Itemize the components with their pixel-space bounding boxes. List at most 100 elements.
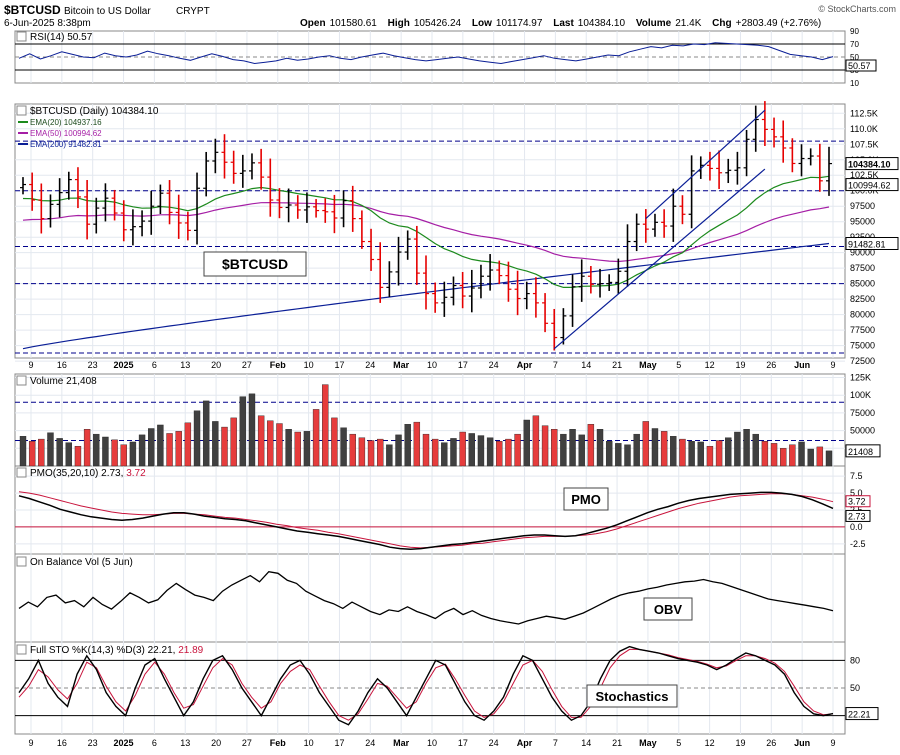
x-tick-label: 24 xyxy=(489,360,499,370)
x-tick-label: 27 xyxy=(242,738,252,748)
obv-line xyxy=(18,570,834,625)
price-bar xyxy=(377,242,384,303)
volume-bar xyxy=(551,429,558,467)
pmo-signal-box xyxy=(845,495,871,508)
x-tick-label: 24 xyxy=(365,360,375,370)
price-bar xyxy=(194,172,201,245)
rsi-last-box xyxy=(845,59,877,72)
x-tick-label: 5 xyxy=(676,738,681,748)
price-bar xyxy=(459,271,466,309)
volume-bar xyxy=(615,443,622,467)
price-tick-label: 80000 xyxy=(850,310,875,320)
volume-bar xyxy=(642,421,650,467)
price-bar xyxy=(349,185,356,232)
price-tick-label: 85000 xyxy=(850,279,875,289)
pmo-label-box: PMO xyxy=(563,487,609,511)
price-bar xyxy=(826,146,832,196)
volume-bar xyxy=(569,429,576,467)
rsi-line xyxy=(18,42,834,65)
stoch-d-line xyxy=(18,648,834,721)
stoch-k-line xyxy=(18,645,834,726)
price-bar xyxy=(184,211,191,241)
price-tick-label: 107.5K xyxy=(850,139,879,149)
x-tick-label: Mar xyxy=(393,360,410,370)
svg-text:EMA(20) 104937.16: EMA(20) 104937.16 xyxy=(30,118,102,127)
price-bar xyxy=(303,192,310,223)
volume-bar xyxy=(120,444,127,467)
volume-bar xyxy=(138,434,146,467)
x-tick-label: 23 xyxy=(88,360,98,370)
x-tick-label: Feb xyxy=(270,738,287,748)
chart-date: 6-Jun-2025 8:38pm xyxy=(4,18,91,29)
x-tick-label: Mar xyxy=(393,738,410,748)
copyright: © StockCharts.com xyxy=(818,4,896,14)
volume-bar xyxy=(505,438,512,467)
x-tick-label: 2025 xyxy=(114,738,134,748)
pmo-tick-label: -2.5 xyxy=(850,539,866,549)
volume-bar xyxy=(587,424,595,467)
volume-bar xyxy=(358,437,366,467)
price-bar xyxy=(496,260,503,285)
price-bar xyxy=(816,143,823,192)
x-tick-label: 5 xyxy=(676,360,681,370)
svg-text:Full STO %K(14,3) %D(3) 22.21,: Full STO %K(14,3) %D(3) 22.21, 21.89 xyxy=(30,645,204,656)
volume-bar xyxy=(395,434,402,467)
volume-bar xyxy=(111,439,118,467)
x-tick-label: 9 xyxy=(830,360,835,370)
x-tick-label: 7 xyxy=(553,360,558,370)
price-bar xyxy=(248,153,255,180)
volume-bar xyxy=(166,433,173,467)
volume-bar xyxy=(230,417,237,467)
x-tick-label: Feb xyxy=(270,360,287,370)
price-marker-label: 100994.62 xyxy=(848,181,891,191)
volume-bar xyxy=(294,431,301,467)
volume-bar xyxy=(175,431,182,467)
pmo-value-label: 2.73 xyxy=(848,511,866,521)
price-bar xyxy=(368,228,375,271)
x-tick-label: 9 xyxy=(830,738,835,748)
price-tick-label: 102.5K xyxy=(850,170,879,180)
price-tick-label: 90000 xyxy=(850,248,875,258)
price-tick-label: 75000 xyxy=(850,341,875,351)
price-tick-label: 87500 xyxy=(850,263,875,273)
volume-bar xyxy=(605,441,613,467)
price-tick-label: 110.0K xyxy=(850,124,878,134)
svg-text:Volume 21,408: Volume 21,408 xyxy=(30,376,97,387)
price-bar xyxy=(386,261,393,297)
instrument-name: Bitcoin to US Dollar xyxy=(64,6,151,17)
price-bar xyxy=(551,308,558,351)
price-bar xyxy=(487,254,494,291)
price-bar xyxy=(807,148,814,166)
volume-bar xyxy=(413,421,421,467)
volume-tick-label: 75000 xyxy=(850,408,875,418)
x-tick-label: 10 xyxy=(304,738,314,748)
ohlc-line: Open 101580.61 High 105426.24 Low 101174.97… xyxy=(300,18,821,29)
x-tick-label: 23 xyxy=(88,738,98,748)
price-bar xyxy=(157,184,164,214)
volume-bar xyxy=(367,440,375,467)
volume-last-label: 21408 xyxy=(848,447,873,457)
x-tick-label: 6 xyxy=(152,360,157,370)
obv-panel xyxy=(14,553,846,643)
svg-text:RSI(14) 50.57: RSI(14) 50.57 xyxy=(30,32,93,43)
volume-bar xyxy=(660,431,668,467)
x-tick-label: 16 xyxy=(57,738,67,748)
price-bar xyxy=(276,188,283,219)
x-tick-label: 16 xyxy=(57,360,67,370)
volume-bar xyxy=(340,427,347,467)
volume-bar xyxy=(770,443,778,467)
price-bar xyxy=(166,180,173,225)
x-tick-label: 10 xyxy=(304,360,314,370)
volume-bar xyxy=(450,438,457,467)
price-bar xyxy=(523,281,530,310)
obv-title: On Balance Vol (5 Jun) xyxy=(16,556,133,568)
stoch-tick-label: 50 xyxy=(850,683,860,693)
volume-bar xyxy=(276,423,283,467)
x-tick-label: 6 xyxy=(152,738,157,748)
price-marker-box xyxy=(845,178,899,192)
volume-bar xyxy=(331,417,338,467)
volume-bar xyxy=(102,436,109,467)
volume-bar xyxy=(715,440,723,467)
price-bar xyxy=(468,269,475,313)
price-tick-label: 82500 xyxy=(850,294,875,304)
